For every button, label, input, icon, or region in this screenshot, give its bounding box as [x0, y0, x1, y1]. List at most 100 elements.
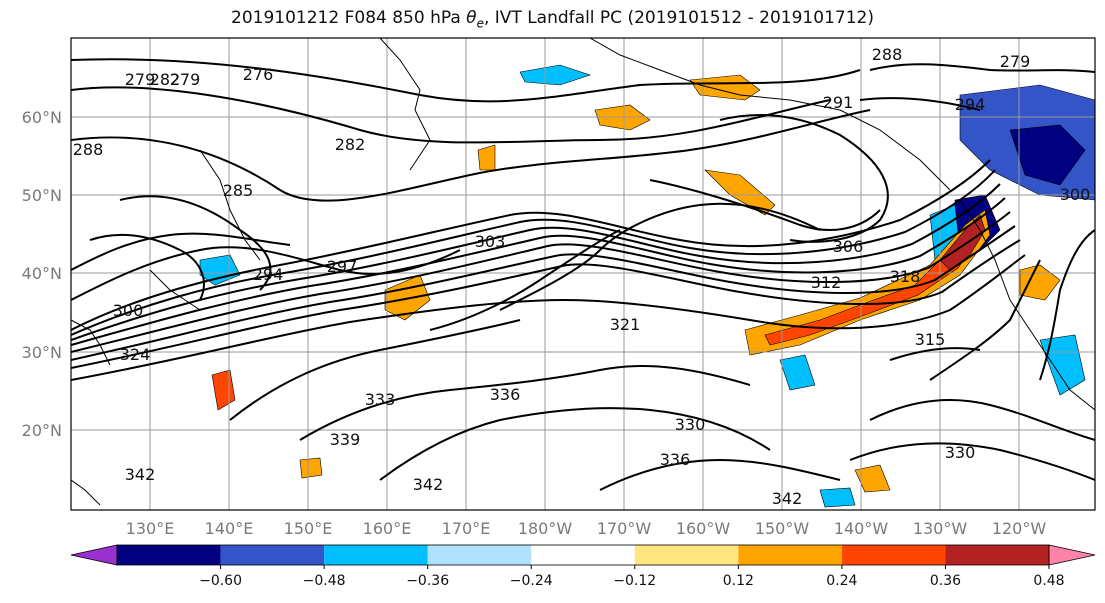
contour-line [71, 169, 996, 336]
contour-line [71, 109, 871, 202]
contour-line [71, 211, 1011, 353]
contour-value-label: 312 [811, 273, 842, 292]
coastline [71, 319, 111, 366]
lon-tick-label: 150°W [755, 519, 810, 538]
contour-line [89, 233, 205, 301]
contour-value-label: 279 [170, 70, 201, 89]
contour-value-label: 333 [365, 390, 396, 409]
contour-value-label: 336 [490, 385, 521, 404]
lat-tick-label: 50°N [22, 186, 62, 205]
colorbar: −0.60 −0.48 −0.36 −0.24 −0.12 0.12 0.24 0.36 0.4… [70, 544, 1096, 589]
coastline [379, 38, 431, 171]
shading-ar-orange [744, 209, 991, 356]
contour-value-label: 342 [413, 475, 444, 494]
colorbar-segment [945, 545, 1049, 565]
contour-line [869, 63, 1095, 73]
shading-alaska-orange [689, 74, 761, 101]
colorbar-tick-label: 0.48 [1033, 573, 1064, 589]
longitude-axis: 130°E 140°E 150°E 160°E 170°E 180°W 170°W 160°W… [126, 519, 1047, 538]
colorbar-segment [324, 545, 428, 565]
contour-line [599, 458, 841, 491]
lon-tick-label: 140°E [205, 519, 254, 538]
colorbar-frame [116, 544, 1050, 566]
contour-value-label: 291 [823, 93, 854, 112]
contour-line [429, 229, 621, 331]
contour-value-label: 300 [113, 301, 144, 320]
contour-line [71, 86, 831, 144]
colorbar-segment [117, 545, 221, 565]
contour-line [299, 365, 751, 441]
colorbar-tick-label: 0.36 [930, 573, 961, 589]
lon-tick-label: 130°W [913, 519, 968, 538]
contour-value-label: 342 [772, 489, 803, 508]
lat-tick-label: 40°N [22, 264, 62, 283]
lon-tick-label: 150°E [284, 519, 333, 538]
coastlines [71, 38, 1095, 506]
contour-line [929, 259, 1041, 381]
contour-value-label: 282 [335, 135, 366, 154]
contour-line [71, 232, 291, 271]
colorbar-tick-label: −0.36 [406, 573, 449, 589]
colorbar-extend-min [70, 544, 118, 566]
contour-value-label: 285 [223, 181, 254, 200]
contour-line [71, 197, 1006, 346]
contour-line [71, 246, 461, 301]
lon-tick-label: 180°W [518, 519, 573, 538]
lon-tick-label: 130°E [126, 519, 175, 538]
contour-line [1039, 229, 1095, 381]
colorbar-segment [738, 545, 842, 565]
contour-value-label: 303 [475, 232, 506, 251]
map-title: 2019101212 F084 850 hPa θe, IVT Landfall… [231, 8, 874, 31]
colorbar-extend-max [1048, 544, 1096, 566]
lon-tick-label: 160°W [676, 519, 731, 538]
theta-e-contours [71, 58, 1095, 491]
contour-line [71, 225, 1016, 361]
colorbar-segment [531, 545, 635, 565]
contour-value-label: 288 [73, 140, 104, 159]
contour-value-label: 300 [1060, 185, 1091, 204]
lon-tick-label: 140°W [834, 519, 889, 538]
coastline [149, 269, 201, 311]
coastline [959, 199, 1095, 411]
contour-value-label: 276 [243, 65, 274, 84]
colorbar-tick-label: 0.24 [826, 573, 857, 589]
shading-trop-orange2 [299, 457, 323, 479]
contour-value-label: 330 [945, 443, 976, 462]
coastline [199, 149, 261, 261]
contour-line [71, 239, 1021, 369]
colorbar-segment [427, 545, 532, 565]
contour-value-label: 282 [150, 70, 181, 89]
colorbar-tick-label: −0.12 [613, 573, 656, 589]
contour-line [71, 58, 861, 103]
graticule [71, 38, 1095, 510]
contour-line [649, 179, 881, 231]
coastline [589, 38, 951, 191]
contour-line [229, 319, 521, 421]
contour-value-label: 324 [120, 345, 151, 364]
map-frame [70, 37, 1096, 511]
lat-tick-label: 20°N [22, 421, 62, 440]
shading-trop-orange [854, 464, 891, 493]
contour-value-label: 336 [660, 450, 691, 469]
contour-line [499, 202, 821, 311]
contour-value-label: 294 [955, 95, 986, 114]
contour-value-label: 330 [675, 415, 706, 434]
colorbar-segment [634, 545, 739, 565]
contour-value-label: 321 [610, 315, 641, 334]
lon-tick-label: 170°E [442, 519, 491, 538]
shading-trop-blue2 [819, 487, 856, 508]
contour-value-label: 297 [327, 257, 358, 276]
contour-line [379, 407, 771, 481]
contour-value-label: 342 [125, 465, 156, 484]
latitude-axis: 60°N 50°N 40°N 30°N 20°N [22, 108, 62, 440]
shading-kamchatka-blue [519, 64, 591, 86]
coastline [71, 479, 101, 506]
contour-value-label: 306 [833, 237, 864, 256]
colorbar-tick-label: 0.12 [723, 573, 754, 589]
contour-value-label: 318 [890, 267, 921, 286]
contour-line [869, 399, 1095, 441]
shading-trop-blue [779, 354, 816, 391]
